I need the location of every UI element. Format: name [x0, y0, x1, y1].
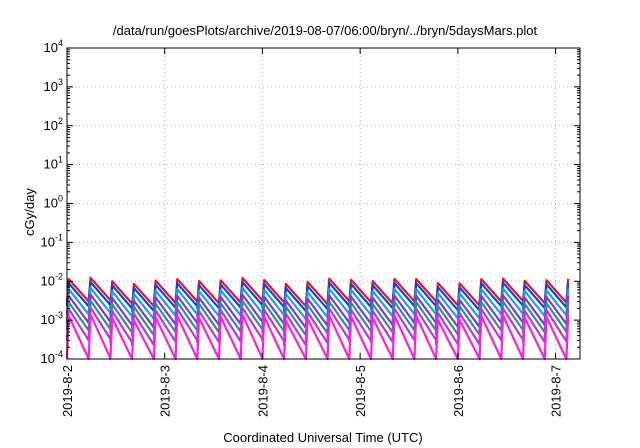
- x-axis-label: Coordinated Universal Time (UTC): [223, 430, 422, 445]
- y-tick-label: 101: [44, 155, 63, 172]
- x-tick-label: 2019-8-5: [353, 365, 368, 417]
- series-line: [65, 313, 570, 361]
- series-line: [65, 280, 570, 313]
- x-tick-label: 2019-8-4: [255, 365, 270, 417]
- ticks: 10-4 10-3 10-2 10-1 100 101 102 103 104 2019-8-2 2…: [41, 38, 580, 417]
- x-tick-label: 2019-8-6: [451, 365, 466, 417]
- series-layer: [65, 276, 570, 361]
- y-tick-label: 100: [44, 194, 63, 211]
- y-tick-label: 104: [44, 38, 63, 55]
- y-tick-label: 102: [44, 116, 63, 133]
- y-tick-label: 10-4: [41, 349, 63, 366]
- chart-title: /data/run/goesPlots/archive/2019-08-07/0…: [113, 23, 538, 38]
- x-tick-label: 2019-8-2: [60, 365, 75, 417]
- y-tick-label: 10-2: [41, 271, 63, 288]
- y-axis-label: cGy/day: [22, 188, 37, 236]
- y-tick-label: 103: [44, 77, 63, 94]
- x-tick-label: 2019-8-7: [549, 365, 564, 417]
- y-tick-label: 10-1: [41, 232, 63, 249]
- x-tick-label: 2019-8-3: [158, 365, 173, 417]
- y-tick-label: 10-3: [41, 310, 63, 327]
- series-line: [65, 276, 570, 308]
- series-line: [65, 293, 570, 329]
